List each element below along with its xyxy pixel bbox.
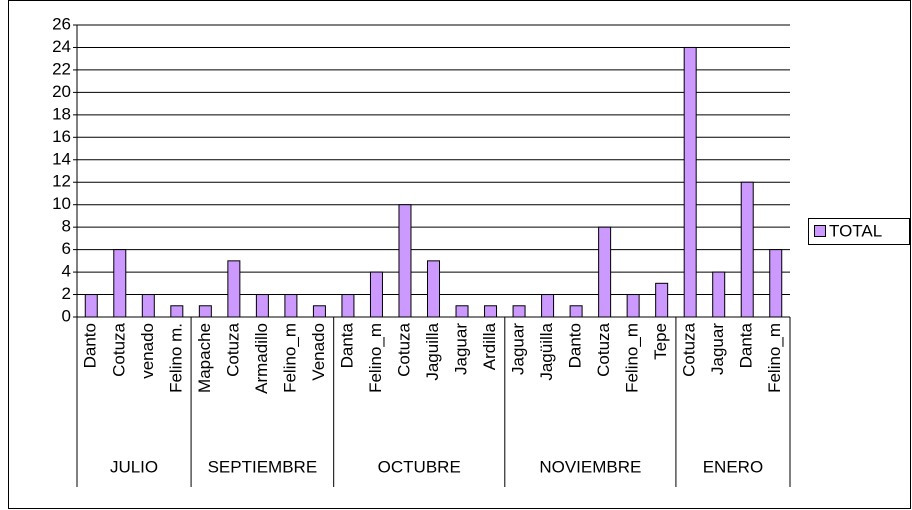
x-tick-label: Ardilla <box>480 322 499 370</box>
bar <box>712 271 726 318</box>
bar <box>84 294 98 318</box>
x-tick-label: Jaguilla <box>423 322 442 380</box>
y-tick-label: 10 <box>52 194 71 213</box>
y-tick-label: 22 <box>52 59 71 78</box>
x-tick-label: Danto <box>566 323 585 368</box>
x-tick-label: Cotuza <box>594 322 613 376</box>
x-tick-label: Felino_m <box>366 323 385 393</box>
bar <box>255 294 269 318</box>
y-tick-label: 18 <box>52 104 71 123</box>
bar <box>284 294 298 318</box>
bar <box>683 46 697 318</box>
bar <box>312 305 326 318</box>
x-tick-label: Danta <box>737 322 756 368</box>
y-tick-label: 8 <box>62 217 71 236</box>
bar <box>541 294 555 318</box>
y-tick-label: 4 <box>62 262 71 281</box>
bar <box>455 305 469 318</box>
x-tick-label: Venado <box>309 323 328 381</box>
group-label: NOVIEMBRE <box>539 457 641 476</box>
y-tick-label: 12 <box>52 172 71 191</box>
legend-swatch <box>814 225 826 237</box>
y-tick-label: 24 <box>52 37 71 56</box>
y-tick-label: 0 <box>62 306 71 325</box>
bar <box>113 249 127 318</box>
y-tick-label: 26 <box>52 14 71 33</box>
bar <box>427 260 440 318</box>
x-tick-label: Danto <box>81 323 100 368</box>
y-tick-label: 2 <box>62 284 71 303</box>
x-tick-label: Felino_m <box>765 323 784 393</box>
group-label: SEPTIEMBRE <box>208 457 318 476</box>
bar <box>141 294 155 318</box>
bar <box>198 305 212 318</box>
x-tick-label: Danta <box>337 322 356 368</box>
bar <box>769 249 783 318</box>
x-tick-label: Felino_m <box>280 323 299 393</box>
bar <box>398 204 412 318</box>
group-label: OCTUBRE <box>378 457 461 476</box>
x-tick-label: Armadillo <box>252 323 271 394</box>
x-tick-label: venado <box>138 323 157 379</box>
x-tick-label: Jaguar <box>509 323 528 375</box>
x-tick-label: Cotuza <box>223 322 242 376</box>
legend-label: TOTAL <box>829 221 882 240</box>
x-tick-label: Tepe <box>651 323 670 360</box>
bar <box>341 294 355 318</box>
bar <box>655 282 669 318</box>
y-tick-label: 6 <box>62 239 71 258</box>
x-tick-label: Cotuza <box>394 322 413 376</box>
x-tick-label: Cotuza <box>109 322 128 376</box>
bar <box>740 181 754 318</box>
bar <box>484 305 498 318</box>
x-tick-label: Felino m. <box>166 323 185 393</box>
x-tick-label: Jagüilla <box>537 322 556 380</box>
bar <box>569 305 583 318</box>
x-tick-label: Jaguar <box>708 323 727 375</box>
group-label: ENERO <box>703 457 763 476</box>
y-tick-label: 14 <box>52 149 71 168</box>
x-tick-label: Cotuza <box>680 322 699 376</box>
group-label: JULIO <box>110 457 158 476</box>
bar <box>598 226 612 318</box>
x-tick-label: Felino_m <box>623 323 642 393</box>
bar <box>227 260 241 318</box>
bar <box>170 305 184 318</box>
y-tick-label: 16 <box>52 127 71 146</box>
x-tick-label: Jaguar <box>452 323 471 375</box>
bar <box>626 294 640 318</box>
y-tick-label: 20 <box>52 82 71 101</box>
bar <box>369 271 383 318</box>
bar <box>512 305 526 318</box>
x-tick-label: Mapache <box>195 323 214 393</box>
chart-border <box>8 0 911 509</box>
